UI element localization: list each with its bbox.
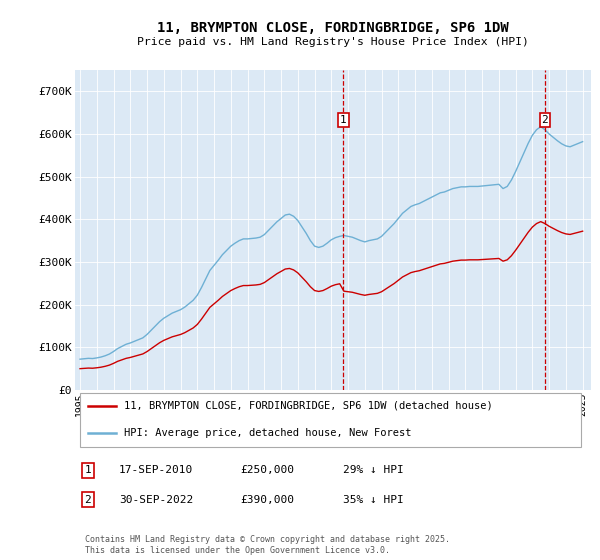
Text: 35% ↓ HPI: 35% ↓ HPI bbox=[343, 494, 404, 505]
Text: 30-SEP-2022: 30-SEP-2022 bbox=[119, 494, 193, 505]
Text: £390,000: £390,000 bbox=[240, 494, 294, 505]
Text: Contains HM Land Registry data © Crown copyright and database right 2025.
This d: Contains HM Land Registry data © Crown c… bbox=[85, 535, 451, 555]
Text: 2: 2 bbox=[85, 494, 91, 505]
Text: 1: 1 bbox=[85, 465, 91, 475]
Text: Price paid vs. HM Land Registry's House Price Index (HPI): Price paid vs. HM Land Registry's House … bbox=[137, 37, 529, 47]
Text: £250,000: £250,000 bbox=[240, 465, 294, 475]
Text: 29% ↓ HPI: 29% ↓ HPI bbox=[343, 465, 404, 475]
FancyBboxPatch shape bbox=[80, 394, 581, 447]
Text: 11, BRYMPTON CLOSE, FORDINGBRIDGE, SP6 1DW (detached house): 11, BRYMPTON CLOSE, FORDINGBRIDGE, SP6 1… bbox=[124, 401, 493, 411]
Text: 17-SEP-2010: 17-SEP-2010 bbox=[119, 465, 193, 475]
Text: 2: 2 bbox=[542, 115, 548, 124]
Text: 11, BRYMPTON CLOSE, FORDINGBRIDGE, SP6 1DW: 11, BRYMPTON CLOSE, FORDINGBRIDGE, SP6 1… bbox=[157, 21, 509, 35]
Text: HPI: Average price, detached house, New Forest: HPI: Average price, detached house, New … bbox=[124, 428, 412, 438]
Text: 1: 1 bbox=[340, 115, 347, 124]
